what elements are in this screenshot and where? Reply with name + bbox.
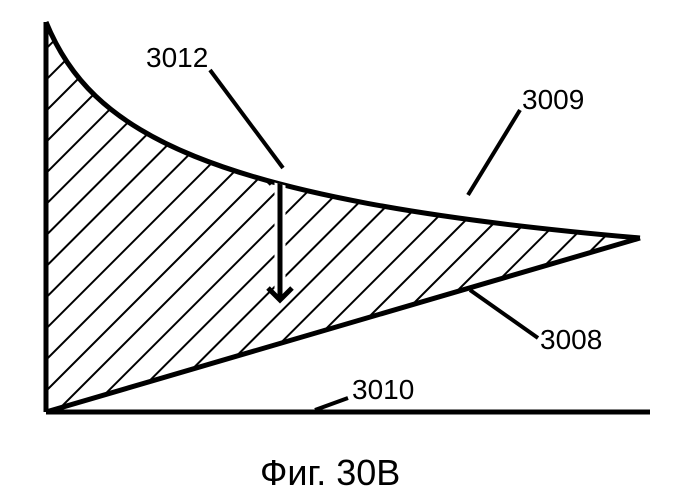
figure-30b: 3012 3009 3008 3010 Фиг. 30B	[0, 0, 686, 500]
leader-l3010	[315, 398, 348, 410]
label-3010: 3010	[352, 374, 414, 406]
label-3009: 3009	[522, 84, 584, 116]
leader-l3008	[470, 290, 538, 338]
label-3012: 3012	[146, 42, 208, 74]
diagram-svg	[0, 0, 686, 500]
label-3008: 3008	[540, 324, 602, 356]
figure-caption: Фиг. 30B	[260, 452, 400, 494]
leader-l3012	[210, 70, 283, 168]
leader-l3009	[468, 110, 520, 195]
